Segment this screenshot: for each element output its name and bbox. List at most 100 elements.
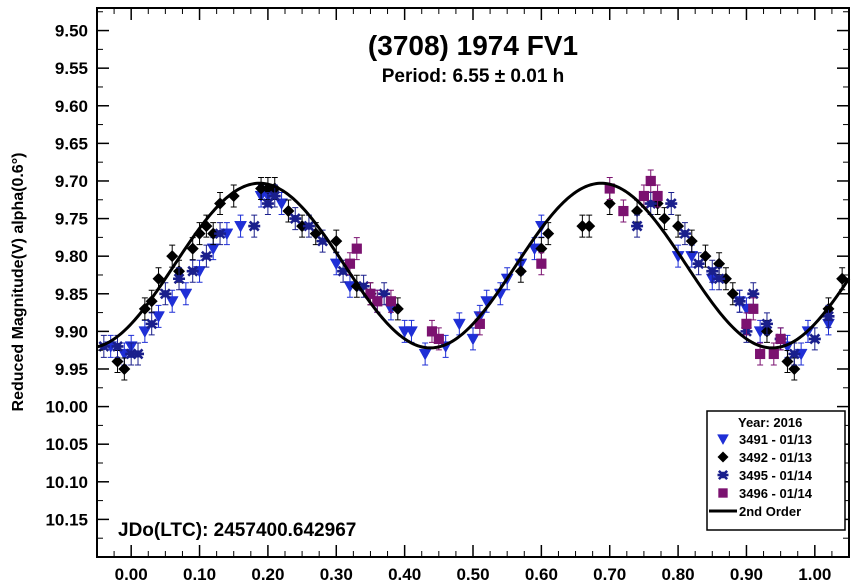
data-point — [706, 265, 719, 277]
data-point — [466, 333, 480, 346]
y-tick-label: 9.50 — [55, 22, 88, 41]
data-point — [357, 280, 370, 292]
y-tick-label: 9.70 — [55, 172, 88, 191]
series-0 — [104, 184, 835, 366]
data-point — [329, 258, 343, 271]
data-point — [748, 303, 759, 314]
y-tick-label: 10.05 — [45, 435, 88, 454]
epoch-annotation: JDo(LTC): 2457400.642967 — [118, 520, 356, 541]
data-point — [775, 333, 786, 345]
data-point — [179, 288, 193, 301]
legend-item: 3491 - 01/13 — [717, 432, 812, 447]
data-point — [576, 220, 589, 233]
fit-curve — [96, 181, 851, 350]
y-tick-label: 10.10 — [45, 473, 88, 492]
data-point — [645, 175, 656, 187]
data-point — [638, 190, 650, 202]
data-point — [372, 296, 383, 307]
chart-title: (3708) 1974 FV1 — [368, 30, 578, 61]
data-point — [618, 205, 629, 217]
data-point — [200, 250, 213, 262]
data-point — [768, 348, 779, 360]
y-tick-label: 9.85 — [55, 285, 88, 304]
x-tick-label: 0.50 — [456, 565, 489, 584]
legend-marker — [718, 488, 728, 498]
data-point — [631, 205, 644, 218]
x-axis: 0.00 0.10 0.20 0.30 0.40 0.50 0.60 0.70 0.80 0.90… — [96, 8, 850, 584]
data-point — [542, 227, 555, 240]
data-point — [289, 213, 302, 224]
data-point — [186, 265, 199, 277]
x-tick-label: 0.60 — [525, 565, 558, 584]
x-tick-label: 0.10 — [183, 565, 216, 584]
data-point — [760, 318, 773, 330]
data-point — [337, 265, 350, 277]
data-point — [118, 362, 131, 375]
data-point — [268, 190, 281, 202]
chart-subtitle: Period: 6.55 ± 0.01 h — [382, 66, 565, 87]
data-point — [316, 235, 329, 247]
data-point — [822, 310, 835, 322]
data-point — [474, 318, 485, 329]
data-point — [248, 220, 261, 232]
y-axis: 9.50 9.55 9.60 9.65 9.70 9.75 9.80 9.85 9.90 9.95… — [45, 11, 849, 539]
data-point — [385, 296, 397, 307]
data-point — [302, 220, 315, 232]
y-tick-label: 9.55 — [55, 59, 88, 78]
data-point — [132, 348, 145, 360]
x-tick-label: 0.40 — [388, 565, 421, 584]
data-point — [111, 355, 124, 368]
data-point — [426, 326, 438, 337]
x-tick-label: 0.80 — [662, 565, 695, 584]
data-point — [125, 348, 138, 360]
data-point — [755, 348, 766, 360]
y-tick-label: 9.80 — [55, 247, 88, 266]
data-point — [692, 258, 705, 270]
legend-marker — [717, 434, 729, 446]
data-point — [535, 242, 548, 255]
data-point — [234, 221, 247, 233]
x-tick-label: 0.90 — [730, 565, 763, 584]
data-point — [97, 341, 110, 352]
y-tick-label: 9.65 — [55, 134, 88, 153]
data-point — [658, 212, 671, 225]
data-point — [152, 311, 165, 323]
data-point — [536, 258, 547, 269]
data-point — [365, 288, 376, 299]
data-point — [111, 341, 124, 352]
legend-item: 2nd Order — [709, 504, 801, 519]
data-point — [665, 198, 678, 209]
data-point — [644, 198, 657, 209]
data-point — [747, 288, 760, 300]
legend-marker — [717, 469, 729, 481]
data-point — [631, 220, 644, 232]
y-tick-label: 10.00 — [45, 398, 88, 417]
legend: Year: 2016 3491 - 01/13 3492 - 01/13 3495 … — [706, 410, 846, 531]
data-point — [173, 273, 186, 285]
data-point — [788, 362, 801, 375]
x-tick-label: 0.00 — [115, 565, 148, 584]
data-point — [604, 183, 615, 194]
data-layer — [96, 169, 851, 381]
x-tick-label: 0.20 — [251, 565, 284, 584]
legend-label: 3491 - 01/13 — [739, 432, 812, 447]
data-point — [405, 326, 418, 338]
y-tick-label: 10.15 — [45, 510, 88, 529]
legend-label: 2nd Order — [739, 504, 801, 519]
legend-label: 3492 - 01/13 — [739, 450, 812, 465]
legend-item: 3492 - 01/13 — [717, 450, 812, 465]
data-point — [261, 198, 274, 209]
legend-item: 3496 - 01/14 — [718, 486, 813, 501]
y-tick-label: 9.95 — [55, 360, 88, 379]
data-point — [255, 182, 268, 195]
data-point — [583, 220, 596, 233]
legend-items: 3491 - 01/13 3492 - 01/13 3495 - 01/14 3496… — [709, 432, 813, 519]
data-point — [186, 242, 199, 255]
series-3 — [344, 169, 786, 366]
data-point — [378, 288, 391, 300]
data-point — [166, 250, 179, 263]
data-point — [275, 198, 289, 211]
data-point — [145, 318, 158, 330]
data-point — [808, 333, 821, 345]
